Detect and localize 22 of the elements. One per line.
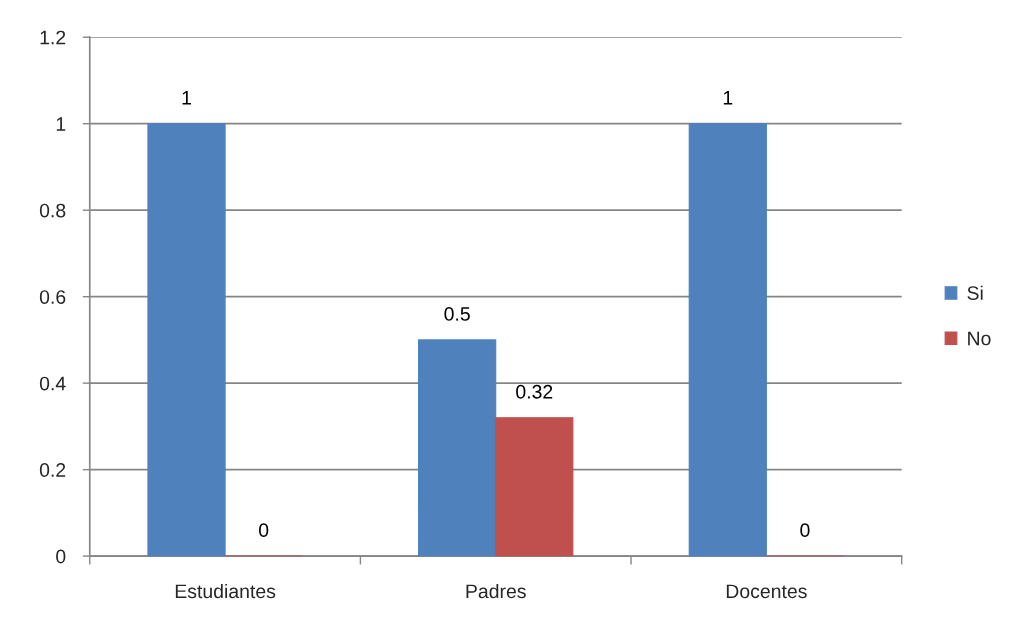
x-tick-label: Docentes bbox=[726, 584, 807, 599]
data-label: 1 bbox=[723, 91, 733, 105]
y-tick-label: 1 bbox=[56, 117, 66, 131]
data-label: 0.5 bbox=[444, 307, 470, 321]
bar bbox=[688, 123, 767, 557]
y-tick-label: 0.6 bbox=[39, 290, 66, 304]
bar bbox=[147, 123, 226, 557]
legend-label: Si bbox=[967, 285, 983, 300]
bar bbox=[418, 339, 497, 557]
y-tick-label: 0.4 bbox=[39, 376, 66, 391]
y-tick-label: 0 bbox=[56, 549, 66, 564]
bar bbox=[495, 417, 574, 557]
x-tick-label: Estudiantes bbox=[175, 583, 276, 599]
y-tick-label: 0.2 bbox=[39, 463, 66, 477]
data-label: 0 bbox=[800, 523, 810, 538]
data-label: 1 bbox=[182, 91, 191, 105]
y-tick-label: 0.8 bbox=[39, 203, 66, 218]
data-label: 0.32 bbox=[516, 384, 553, 399]
x-tick-label: Padres bbox=[466, 583, 526, 599]
y-tick-label: 1.2 bbox=[40, 30, 66, 45]
legend-label: No bbox=[968, 331, 991, 346]
data-label: 0 bbox=[259, 523, 269, 538]
